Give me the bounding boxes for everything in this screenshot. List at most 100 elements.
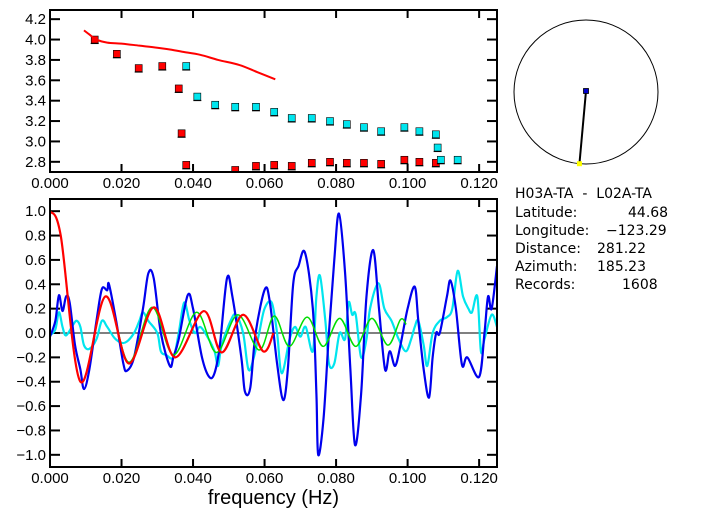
bottom-y-tick-label: 1.0 [25, 203, 46, 220]
longitude-value: −123.29 [606, 223, 667, 239]
blue-series-line [50, 212, 497, 457]
latitude-value: 44.68 [628, 205, 669, 221]
red-points-marker [270, 161, 279, 169]
top-x-tick-label: 0.000 [31, 175, 69, 192]
cyan-points-marker [287, 114, 296, 122]
cyan-points-marker [360, 123, 368, 131]
path-line [578, 90, 587, 164]
cyan-points-marker [211, 100, 220, 109]
red-points-marker [415, 158, 424, 166]
records-row: Records: 1608 [515, 277, 658, 293]
bottom-plot: 0.000 0.020 0.040 0.060 0.080 0.100 0.120 −1.0 −… [16, 198, 498, 509]
distance-label: Distance: [515, 241, 581, 257]
dispersion-curve [83, 29, 276, 81]
distance-value: 281.22 [597, 241, 646, 257]
azimuth-label: Azimuth: [515, 259, 578, 275]
cyan-points-marker [415, 127, 424, 136]
cyan-points-marker [433, 143, 442, 152]
cyan-points-marker [193, 92, 202, 101]
red-points-marker [326, 158, 334, 166]
top-x-tick-label: 0.040 [174, 175, 212, 192]
top-y-tick-label: 3.4 [25, 93, 46, 110]
bottom-x-tick-label: 0.080 [317, 470, 355, 487]
bottom-x-tick-label: 0.000 [31, 470, 69, 487]
azimuth-value: 185.23 [597, 259, 646, 275]
red-points-marker [134, 64, 143, 72]
latitude-label: Latitude: [515, 205, 578, 221]
bottom-y-tick-label: 0.4 [25, 276, 46, 293]
red-points-marker [174, 84, 183, 93]
cyan-points-marker [307, 114, 316, 122]
inset-map [513, 19, 659, 167]
bottom-y-tick-label: 0.8 [25, 228, 46, 245]
bottom-y-tick-label: −0.6 [16, 398, 46, 415]
top-x-tick-label: 0.100 [389, 175, 427, 192]
station-a-marker [583, 88, 589, 94]
red-points-marker [177, 129, 186, 138]
red-points-marker [158, 62, 167, 70]
station-b-marker [576, 161, 582, 167]
distance-row: Distance: 281.22 [515, 241, 646, 257]
cyan-points-marker [377, 127, 385, 136]
map-circle [513, 19, 659, 165]
top-x-tick-label: 0.080 [317, 175, 355, 192]
cyan-points-marker [326, 117, 334, 125]
cyan-points-marker [453, 155, 462, 164]
latitude-row: Latitude: 44.68 [515, 205, 668, 221]
red-points-marker [113, 50, 121, 58]
bottom-y-tick-label: −0.8 [16, 422, 46, 439]
bottom-frame [49, 198, 498, 468]
bottom-x-tick-label: 0.040 [174, 470, 212, 487]
top-x-tick-label: 0.060 [246, 175, 284, 192]
red-points-marker [182, 161, 191, 169]
red-points-marker [252, 162, 260, 170]
red-points-marker [307, 159, 316, 167]
top-plot: 0.000 0.020 0.040 0.060 0.080 0.100 0.120 2.8 3.… [25, 9, 498, 192]
top-y-tick-label: 4.0 [25, 32, 46, 49]
cyan-points-marker [182, 62, 191, 70]
cyan-points-marker [343, 120, 351, 128]
bottom-series [50, 210, 497, 457]
red-points-marker [400, 155, 409, 164]
cyan-points-marker [231, 102, 240, 111]
bottom-y-tick-label: 0.6 [25, 252, 46, 269]
top-series [83, 29, 462, 172]
top-x-tick-label: 0.020 [103, 175, 141, 192]
bottom-y-tick-label: −1.0 [16, 447, 46, 464]
cyan-points-marker [270, 108, 279, 116]
azimuth-row: Azimuth: 185.23 [515, 259, 646, 275]
red-points-marker [360, 159, 368, 167]
top-y-tick-label: 4.2 [25, 11, 46, 28]
cyan-points-marker [400, 123, 409, 131]
cyan-points-marker [432, 130, 440, 139]
bottom-x-tick-label: 0.120 [460, 470, 498, 487]
bottom-y-tick-label: −0.2 [16, 349, 46, 366]
top-y-tick-label: 3.8 [25, 52, 46, 69]
top-y-tick-label: 3.0 [25, 133, 46, 150]
top-frame [49, 9, 498, 173]
bottom-y-tick-label: −0.4 [16, 374, 46, 391]
red-points-marker [231, 166, 240, 172]
top-y-tick-label: 3.6 [25, 72, 46, 89]
red-points-marker [377, 160, 385, 168]
top-y-tick-label: 3.2 [25, 113, 46, 130]
top-y-tick-label: 2.8 [25, 154, 46, 171]
records-value: 1608 [622, 277, 658, 293]
red-series-line [50, 210, 275, 384]
red-points-marker [287, 162, 296, 170]
red-points-marker [343, 159, 351, 167]
bottom-x-tick-label: 0.020 [103, 470, 141, 487]
records-label: Records: [515, 277, 576, 293]
cyan-points-marker [437, 155, 445, 164]
bottom-x-tick-label: 0.060 [246, 470, 284, 487]
longitude-label: Longitude: [515, 223, 590, 239]
bottom-y-tick-label: 0.2 [25, 301, 46, 318]
bottom-y-tick-label: 0.0 [25, 325, 46, 342]
bottom-x-tick-label: 0.100 [389, 470, 427, 487]
green-series-line [50, 210, 407, 383]
station-pair: H03A-TA - L02A-TA [515, 186, 652, 202]
longitude-row: Longitude: −123.29 [515, 223, 667, 239]
cyan-points-marker [252, 102, 260, 111]
